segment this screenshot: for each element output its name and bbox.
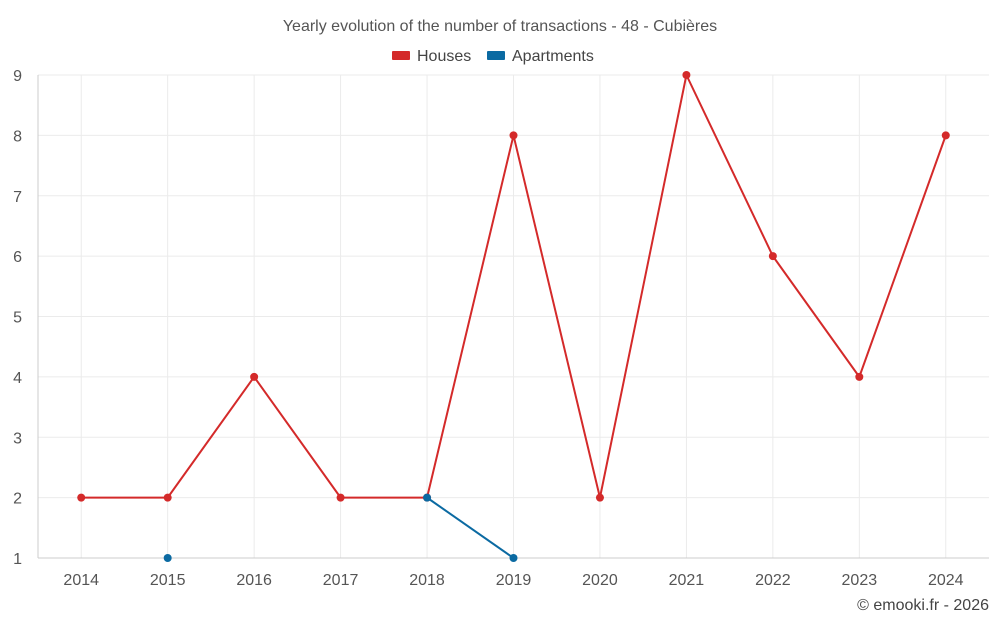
series-line-apartments <box>426 496 515 559</box>
data-point-houses[interactable] <box>855 372 864 381</box>
grid <box>38 74 989 558</box>
y-tick-label: 2 <box>13 491 22 508</box>
legend-swatch-houses <box>392 51 410 60</box>
axes: 1 2 3 4 5 6 7 8 9 2014 2015 2016 2017 2018 2019 2020 202… <box>13 68 989 589</box>
x-tick-label: 2016 <box>236 572 272 589</box>
data-point-houses[interactable] <box>682 71 691 79</box>
x-tick-label: 2023 <box>842 572 878 589</box>
y-tick-label: 6 <box>13 249 22 266</box>
data-point-houses[interactable] <box>163 493 172 502</box>
credit-text: © emooki.fr - 2026 <box>857 597 989 614</box>
data-point-houses[interactable] <box>250 372 259 381</box>
y-tick-label: 7 <box>13 189 22 206</box>
series-apartments <box>163 493 518 562</box>
data-point-houses[interactable] <box>77 493 86 502</box>
x-tick-label: 2017 <box>323 572 359 589</box>
legend-label-apartments: Apartments <box>512 48 594 65</box>
y-tick-label: 4 <box>13 370 22 387</box>
data-point-houses[interactable] <box>595 493 604 502</box>
data-point-apartments[interactable] <box>423 493 432 502</box>
y-tick-label: 5 <box>13 310 22 327</box>
data-point-apartments[interactable] <box>163 554 172 562</box>
legend-label-houses: Houses <box>417 48 471 65</box>
data-point-houses[interactable] <box>941 131 950 140</box>
data-point-houses[interactable] <box>336 493 345 502</box>
x-tick-label: 2021 <box>669 572 705 589</box>
x-tick-label: 2024 <box>928 572 964 589</box>
x-tick-label: 2022 <box>755 572 791 589</box>
data-point-houses[interactable] <box>509 131 518 140</box>
y-tick-label: 1 <box>13 551 22 568</box>
x-tick-label: 2014 <box>63 572 99 589</box>
x-tick-label: 2020 <box>582 572 618 589</box>
x-tick-label: 2018 <box>409 572 445 589</box>
x-tick-label: 2015 <box>150 572 186 589</box>
legend-swatch-apartments <box>487 51 505 60</box>
chart-title: Yearly evolution of the number of transa… <box>283 18 717 35</box>
y-tick-label: 8 <box>13 128 22 145</box>
legend-item-houses[interactable]: Houses <box>392 48 471 65</box>
data-point-apartments[interactable] <box>509 554 518 562</box>
y-tick-label: 9 <box>13 68 22 85</box>
legend-item-apartments[interactable]: Apartments <box>487 48 594 65</box>
data-point-houses[interactable] <box>768 252 777 261</box>
series <box>77 71 950 562</box>
y-tick-label: 3 <box>13 430 22 447</box>
x-tick-label: 2019 <box>496 572 532 589</box>
legend: Houses Apartments <box>392 48 594 65</box>
